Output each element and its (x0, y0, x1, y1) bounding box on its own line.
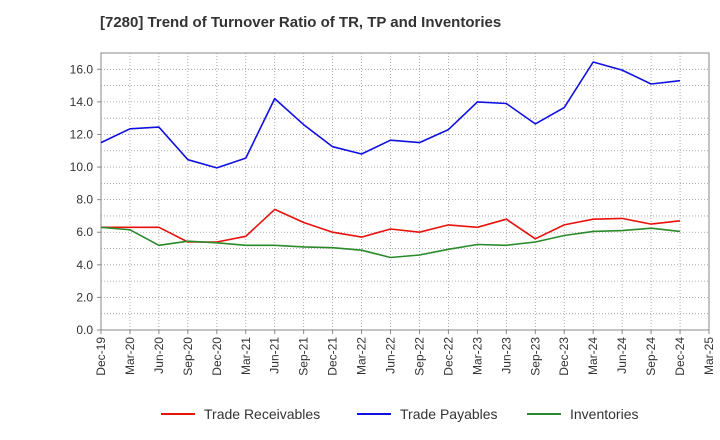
x-tick-label: Mar-23 (470, 337, 484, 375)
x-tick-label: Sep-21 (297, 337, 311, 376)
x-tick-label: Jun-22 (384, 337, 398, 374)
series-line-trade-receivables (101, 208, 681, 243)
x-tick-label: Sep-23 (528, 337, 542, 376)
x-tick-label: Jun-23 (499, 337, 513, 374)
x-tick-label: Dec-24 (673, 337, 687, 376)
y-tick-label: 6.0 (76, 225, 93, 239)
series-line-trade-payables (100, 61, 681, 169)
legend-label-trade-receivables: Trade Receivables (204, 406, 320, 422)
x-tick-label: Dec-23 (557, 337, 571, 376)
y-tick-label: 10.0 (70, 160, 94, 174)
legend: Trade Receivables Trade Payables Inventori… (161, 406, 638, 422)
series-lines (100, 61, 681, 259)
x-tick-label: Jun-24 (615, 337, 629, 374)
x-tick-label: Dec-19 (94, 337, 108, 376)
x-tick-label: Mar-24 (586, 337, 600, 375)
grid (100, 53, 710, 330)
legend-label-inventories: Inventories (570, 406, 638, 422)
y-tick-label: 14.0 (70, 95, 94, 109)
x-tick-label: Mar-20 (123, 337, 137, 375)
x-tick-label: Dec-22 (441, 337, 455, 376)
series-line-inventories (100, 226, 681, 259)
y-tick-label: 8.0 (76, 193, 93, 207)
y-tick-label: 16.0 (70, 62, 94, 76)
chart-title: [7280] Trend of Turnover Ratio of TR, TP… (100, 14, 502, 31)
x-tick-label: Mar-21 (239, 337, 253, 375)
x-tick-label: Dec-20 (210, 337, 224, 376)
plot-frame (100, 52, 710, 331)
x-tick-label: Jun-20 (152, 337, 166, 374)
legend-label-trade-payables: Trade Payables (400, 406, 498, 422)
x-tick-label: Dec-21 (326, 337, 340, 376)
y-axis: 0.0 2.0 4.0 6.0 8.0 10.0 12.0 14.0 16.0 (70, 62, 101, 337)
y-tick-label: 0.0 (76, 323, 93, 337)
y-tick-label: 4.0 (76, 258, 93, 272)
x-tick-label: Mar-25 (702, 337, 716, 375)
x-axis: Dec-19 Mar-20 Jun-20 Sep-20 Dec-20 Mar-21 Jun-… (94, 330, 716, 376)
x-tick-label: Mar-22 (355, 337, 369, 375)
x-tick-label: Sep-24 (644, 337, 658, 376)
x-tick-label: Sep-22 (412, 337, 426, 376)
y-tick-label: 12.0 (70, 127, 94, 141)
y-tick-label: 2.0 (76, 290, 93, 304)
x-tick-label: Jun-21 (268, 337, 282, 374)
x-tick-label: Sep-20 (181, 337, 195, 376)
